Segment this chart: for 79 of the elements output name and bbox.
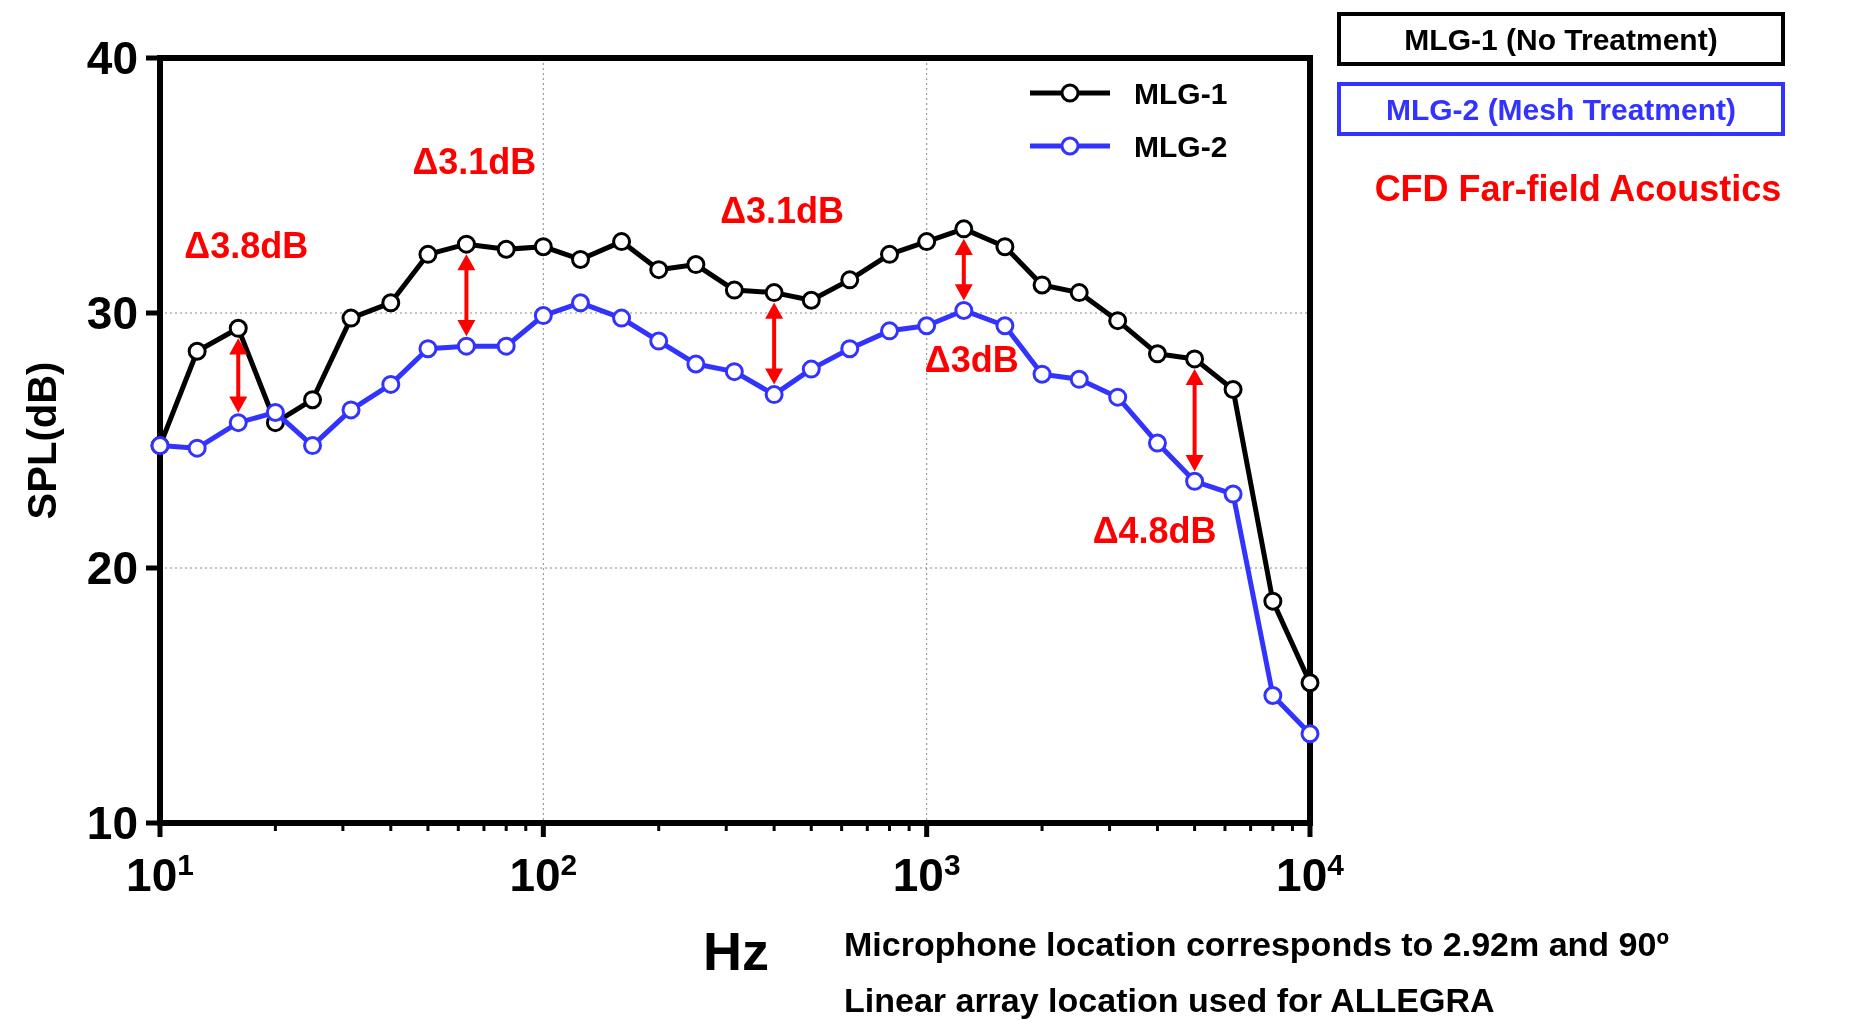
annotation: Δ3dB (924, 339, 1019, 381)
point (187, 438, 207, 458)
point (954, 300, 974, 320)
y-tick-label: 40 (86, 32, 138, 84)
point (649, 260, 669, 280)
point (880, 244, 900, 264)
point (1300, 673, 1320, 693)
point (265, 402, 285, 422)
y-tick-label: 10 (86, 797, 138, 849)
point (228, 413, 248, 433)
point (1032, 364, 1052, 384)
point (570, 249, 590, 269)
point (840, 339, 860, 359)
point (187, 341, 207, 361)
point (1263, 591, 1283, 611)
point (649, 331, 669, 351)
point (1069, 369, 1089, 389)
x-tick-label: 10$^{3}$ (892, 847, 961, 901)
point (724, 280, 744, 300)
point (1147, 433, 1167, 453)
point (686, 354, 706, 374)
point (917, 316, 937, 336)
y-tick-label: 20 (86, 542, 138, 594)
point (840, 270, 860, 290)
text: MLG-2 (Mesh Treatment) (1385, 93, 1737, 126)
point (533, 237, 553, 257)
point (1069, 283, 1089, 303)
point (801, 290, 821, 310)
point (995, 316, 1015, 336)
x-tick-label: 10$^{4}$ (1276, 847, 1345, 901)
x-tick-label: 10$^{2}$ (509, 847, 578, 901)
annotation: Δ3.1dB (720, 189, 845, 231)
text: Linear array location used for ALLEGRA (844, 981, 1495, 1019)
point (764, 283, 784, 303)
point (1223, 380, 1243, 399)
text: CFD Far-field Acoustics (1374, 168, 1782, 209)
point (570, 293, 590, 313)
point (1185, 471, 1205, 491)
point (418, 339, 438, 359)
annotation: Δ4.8dB (1092, 510, 1217, 552)
point (496, 336, 516, 356)
point (764, 385, 784, 405)
point (1300, 724, 1320, 744)
text: Microphone location corresponds to 2.92m and 90º (844, 925, 1669, 963)
annotation: Δ3.1dB (412, 141, 537, 183)
point (418, 244, 438, 264)
point (381, 374, 401, 394)
text: MLG-1 (No Treatment) (1404, 23, 1718, 56)
point (303, 436, 323, 456)
point (1108, 387, 1128, 407)
point (1108, 311, 1128, 331)
point (724, 362, 744, 382)
point (1185, 349, 1205, 369)
point (456, 336, 476, 356)
legend-label: MLG-2 (1134, 130, 1228, 163)
point (381, 293, 401, 313)
annotation: Δ3.8dB (184, 225, 309, 267)
point (341, 400, 361, 420)
point (456, 234, 476, 254)
point (1263, 686, 1283, 705)
x-axis-title: Hz (703, 921, 769, 981)
point (917, 232, 937, 252)
point (1223, 484, 1243, 504)
point (954, 219, 974, 239)
legend-label: MLG-1 (1134, 77, 1228, 110)
point (228, 318, 248, 338)
x-tick-label: 10$^{1}$ (126, 847, 194, 901)
point (880, 321, 900, 341)
point (686, 255, 706, 275)
point (341, 308, 361, 328)
point (1032, 275, 1052, 295)
point (303, 390, 323, 410)
y-axis-title: SPL(dB) (20, 361, 64, 520)
point (496, 239, 516, 259)
point (801, 359, 821, 379)
y-tick-label: 30 (86, 287, 138, 339)
point (1147, 344, 1167, 364)
point (995, 237, 1015, 257)
point (533, 306, 553, 326)
